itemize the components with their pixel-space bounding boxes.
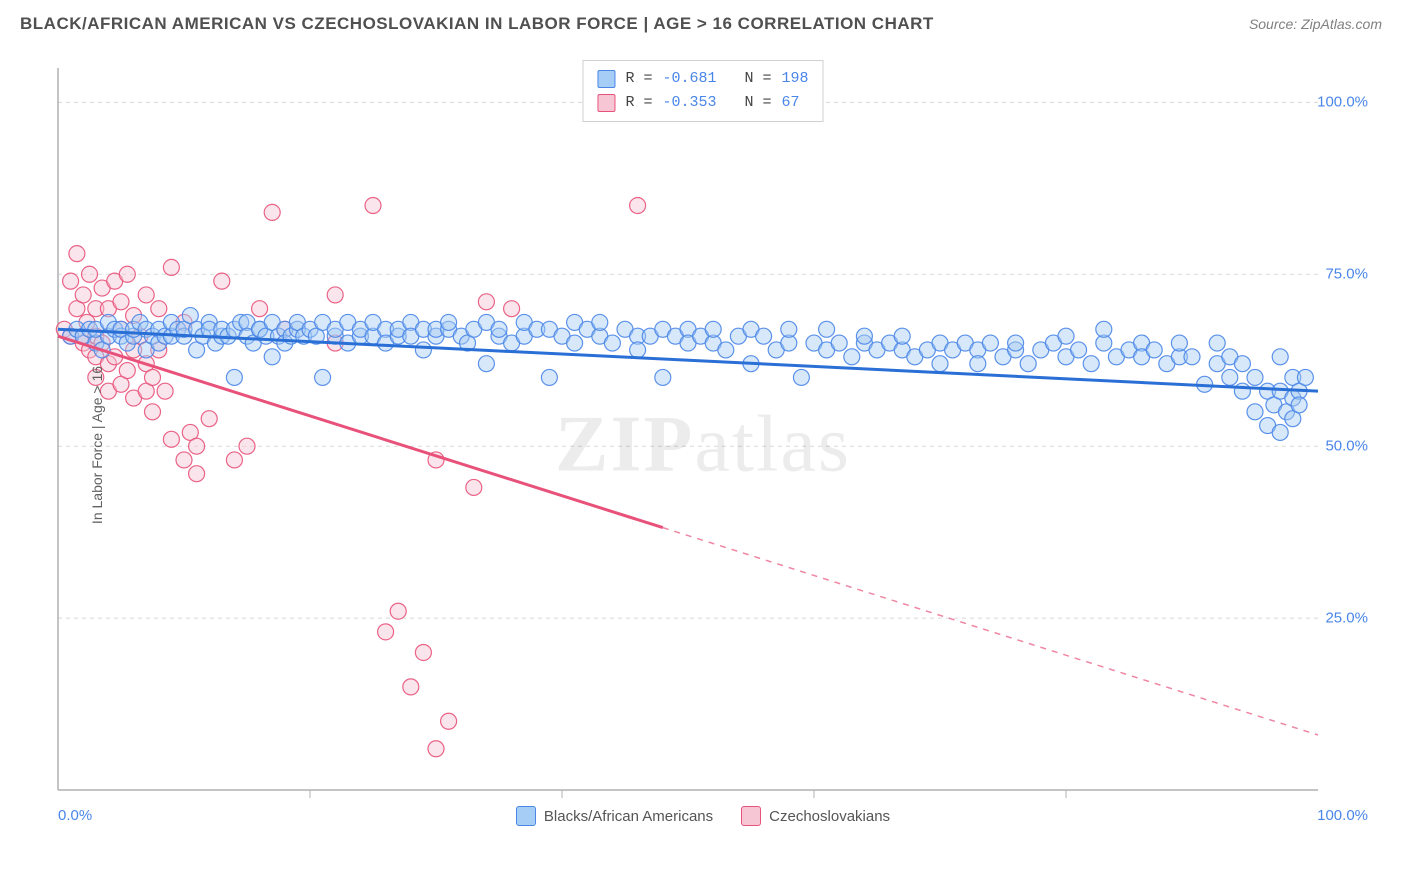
swatch-pink: [597, 94, 615, 112]
stats-row-pink: R = -0.353 N = 67: [597, 91, 808, 115]
chart-area: ZIPatlas In Labor Force | Age > 16 R = -…: [48, 60, 1358, 830]
chart-header: BLACK/AFRICAN AMERICAN VS CZECHOSLOVAKIA…: [0, 0, 1406, 44]
legend-item-pink: Czechoslovakians: [741, 806, 890, 826]
swatch-blue: [597, 70, 615, 88]
y-axis-label: In Labor Force | Age > 16: [89, 366, 105, 524]
swatch-blue: [516, 806, 536, 826]
y-axis-tick: 100.0%: [1317, 94, 1368, 111]
legend-label: Blacks/African Americans: [544, 808, 713, 825]
source-attribution: Source: ZipAtlas.com: [1249, 16, 1382, 32]
stats-row-blue: R = -0.681 N = 198: [597, 67, 808, 91]
bottom-legend: Blacks/African Americans Czechoslovakian…: [48, 806, 1358, 826]
y-axis-tick: 50.0%: [1325, 438, 1368, 455]
correlation-stats-box: R = -0.681 N = 198 R = -0.353 N = 67: [582, 60, 823, 122]
scatter-plot: [48, 60, 1358, 830]
legend-label: Czechoslovakians: [769, 808, 890, 825]
y-axis-tick: 75.0%: [1325, 266, 1368, 283]
swatch-pink: [741, 806, 761, 826]
chart-title: BLACK/AFRICAN AMERICAN VS CZECHOSLOVAKIA…: [20, 14, 934, 34]
y-axis-tick: 25.0%: [1325, 610, 1368, 627]
legend-item-blue: Blacks/African Americans: [516, 806, 713, 826]
